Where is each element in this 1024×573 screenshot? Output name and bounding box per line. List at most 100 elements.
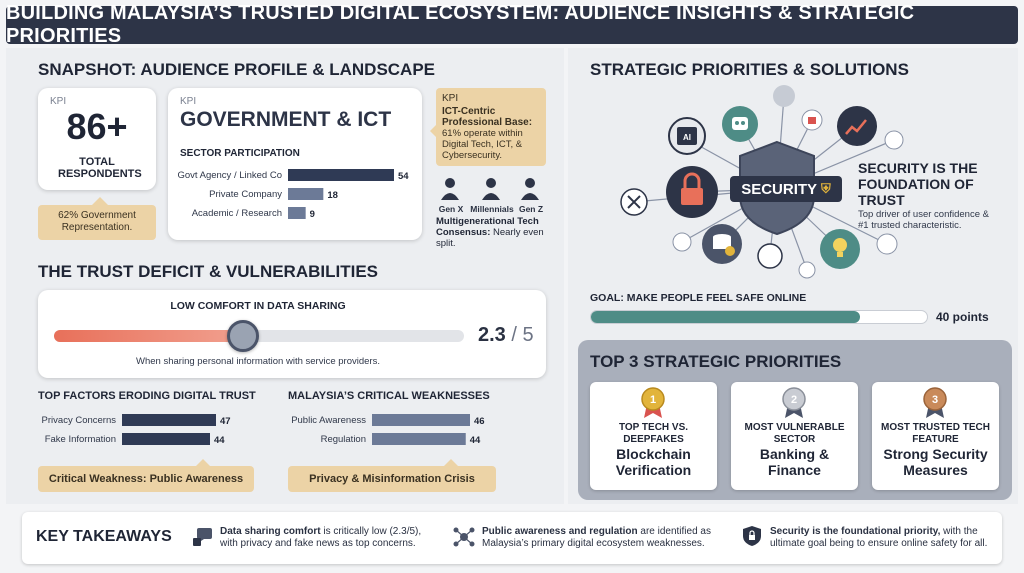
priority-2-main: Banking & Finance <box>759 446 830 478</box>
priority-1-main: Blockchain Verification <box>615 446 692 478</box>
takeaway-1-bold: Data sharing comfort <box>220 526 321 537</box>
sector-label: Govt Agency / Linked Co <box>177 170 282 181</box>
security-label: SECURITY <box>741 180 818 198</box>
weakness-label: Public Awareness <box>291 415 366 426</box>
score-scale: / 5 <box>511 324 534 346</box>
rank-2: 2 <box>791 394 797 406</box>
score-value: 2.3 <box>478 324 506 346</box>
goal-label: GOAL: MAKE PEOPLE FEEL SAFE ONLINE <box>590 292 807 304</box>
sector-subheading: SECTOR PARTICIPATION <box>180 148 300 159</box>
svg-text:AI: AI <box>683 133 691 142</box>
sector-value: 54 <box>398 171 409 182</box>
goal-progress-fill <box>591 311 860 323</box>
bronze-medal-icon: 3 <box>923 387 947 418</box>
sector-label: Academic / Research <box>192 208 282 219</box>
takeaways-heading: KEY TAKEAWAYS <box>36 528 172 545</box>
priority-card-3: 3 MOST TRUSTED TECH FEATURE Strong Secur… <box>872 382 999 490</box>
factor-value: 47 <box>220 416 231 427</box>
gen-consensus-text: Nearly even split. <box>436 227 544 249</box>
takeaway-2: Public awareness and regulation are iden… <box>482 526 722 550</box>
strategy-heading: STRATEGIC PRIORITIES & SOLUTIONS <box>590 60 909 79</box>
foundation-title: SECURITY IS THE FOUNDATION OF TRUST <box>858 160 978 208</box>
shield-lock-icon <box>743 526 761 546</box>
sector-label: Private Company <box>209 189 282 200</box>
factors-note-pointer <box>196 459 210 466</box>
goal-progress-track <box>590 310 928 324</box>
silver-medal-icon: 2 <box>782 387 806 418</box>
gen-z-label: Gen Z <box>518 204 544 214</box>
ict-pointer <box>430 124 437 138</box>
weakness-bar <box>372 414 470 426</box>
comfort-score: 2.3 / 5 <box>478 324 534 347</box>
shield-check-icon: ⛨ <box>821 181 831 196</box>
trust-heading: THE TRUST DEFICIT & VULNERABILITIES <box>38 262 378 281</box>
ict-base-text: 61% operate within Digital Tech, ICT, & … <box>442 128 523 161</box>
kpi-respondents-card: KPI 86+ TOTAL RESPONDENTS <box>38 88 156 190</box>
priority-2-sub: MOST VULNERABLE SECTOR <box>744 422 845 445</box>
network-people-icon <box>453 527 475 547</box>
factor-label: Fake Information <box>45 434 116 445</box>
ict-base-title: ICT-Centric Professional Base: <box>442 106 533 128</box>
kpi-sector-card: KPI GOVERNMENT & ICT SECTOR PARTICIPATIO… <box>168 88 422 240</box>
priority-1-sub: TOP TECH VS. DEEPFAKES <box>618 422 689 445</box>
takeaway-1: Data sharing comfort is critically low (… <box>220 526 430 550</box>
takeaway-3: Security is the foundational priority, w… <box>770 526 998 550</box>
sector-bar <box>288 169 394 181</box>
weaknesses-chart: Public Awareness 46 Regulation 44 <box>291 414 485 446</box>
page-title: BUILDING MALAYSIA’S TRUSTED DIGITAL ECOS… <box>6 2 1018 47</box>
rank-1: 1 <box>650 394 656 406</box>
generation-person-icons <box>441 178 539 200</box>
note-pointer <box>92 197 108 205</box>
weaknesses-title: MALAYSIA’S CRITICAL WEAKNESSES <box>288 390 490 402</box>
slider-title: LOW COMFORT IN DATA SHARING <box>170 300 346 312</box>
sector-participation-chart: Govt Agency / Linked Co 54 Private Company… <box>177 169 409 220</box>
takeaway-3-bold: Security is the foundational priority, <box>770 526 941 537</box>
sector-value: GOVERNMENT & ICT <box>180 108 392 131</box>
priority-3-sub: MOST TRUSTED TECH FEATURE <box>881 422 990 445</box>
takeaway-3-text: with the ultimate goal being to ensure o… <box>770 526 988 549</box>
weakness-bar <box>372 433 466 445</box>
priority-card-1: 1 TOP TECH VS. DEEPFAKES Blockchain Veri… <box>590 382 717 490</box>
gen-consensus: Multigenerational Tech Consensus: Nearly… <box>436 216 554 249</box>
security-network-graphic: AI <box>620 85 904 279</box>
priority-3-main: Strong Security Measures <box>883 446 988 478</box>
kpi-tag: KPI <box>442 93 459 104</box>
factor-bar <box>122 414 216 426</box>
top3-heading: TOP 3 STRATEGIC PRIORITIES <box>590 352 842 371</box>
security-badge: SECURITY ⛨ <box>730 176 842 202</box>
weakness-value: 44 <box>470 435 481 446</box>
chat-lock-icon <box>193 528 212 546</box>
foundation-text: Top driver of user confidence & #1 trust… <box>858 209 989 231</box>
gen-x-label: Gen X <box>438 204 464 214</box>
takeaway-1-text: is critically low (2.3/5), with privacy … <box>220 526 422 549</box>
snapshot-heading: SNAPSHOT: AUDIENCE PROFILE & LANDSCAPE <box>38 60 436 79</box>
key-takeaways-bar: KEY TAKEAWAYS Data sharing comfort is cr… <box>22 512 1002 564</box>
generation-icons: Gen X Millennials Gen Z <box>436 176 552 216</box>
sector-bar <box>288 207 306 219</box>
ict-base-card: KPI ICT-Centric Professional Base: 61% o… <box>436 88 546 166</box>
takeaway-2-bold: Public awareness and regulation <box>482 526 638 537</box>
sector-bar <box>288 188 324 200</box>
factors-note: Critical Weakness: Public Awareness <box>38 466 254 492</box>
respondents-value: 86+ <box>66 106 128 147</box>
weaknesses-note-pointer <box>444 459 458 466</box>
gold-medal-icon: 1 <box>641 387 665 418</box>
government-representation-note: 62% Government Representation. <box>38 205 156 240</box>
priority-card-2: 2 MOST VULNERABLE SECTOR Banking & Finan… <box>731 382 858 490</box>
kpi-tag: KPI <box>180 96 197 107</box>
kpi-tag: KPI <box>50 96 67 107</box>
weaknesses-note: Privacy & Misinformation Crisis <box>288 466 496 492</box>
sector-value: 9 <box>310 209 315 220</box>
weakness-label: Regulation <box>321 434 366 445</box>
goal-value: 40 points <box>936 310 989 324</box>
node-icons: AI <box>620 85 904 279</box>
factors-title: TOP FACTORS ERODING DIGITAL TRUST <box>38 390 256 402</box>
comfort-slider-knob <box>226 320 259 352</box>
factor-value: 44 <box>214 435 225 446</box>
sector-value: 18 <box>327 190 338 201</box>
factor-label: Privacy Concerns <box>42 415 117 426</box>
trust-factors-chart: Privacy Concerns 47 Fake Information 44 <box>42 414 231 446</box>
rank-3: 3 <box>932 394 938 406</box>
comfort-slider-track <box>54 320 464 352</box>
gen-consensus-title: Multigenerational Tech Consensus: <box>436 216 539 238</box>
